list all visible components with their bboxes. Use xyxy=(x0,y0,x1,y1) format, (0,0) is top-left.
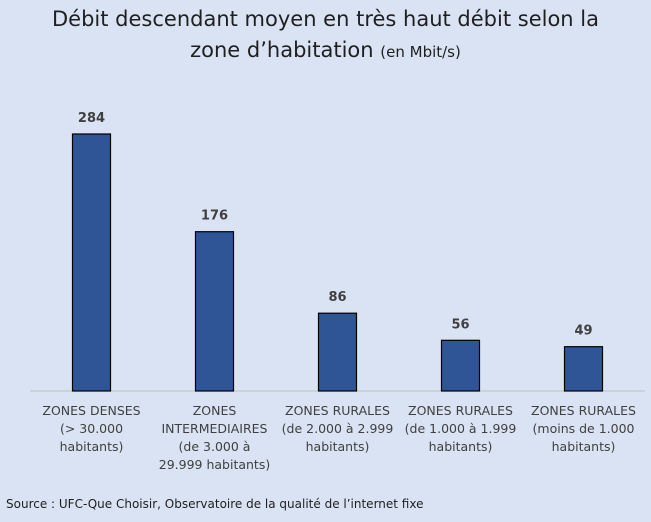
chart-title-line2: zone d’habitation (en Mbit/s) xyxy=(0,35,651,68)
category-label-0: ZONES DENSES (> 30.000 habitants) xyxy=(42,403,141,454)
source-note: Source : UFC-Que Choisir, Observatoire d… xyxy=(6,497,424,511)
category-label-1: ZONES INTERMEDIAIRES (de 3.000 à 29.999 … xyxy=(158,403,271,472)
data-label-4: 49 xyxy=(574,324,592,339)
chart-title-line1: Débit descendant moyen en très haut débi… xyxy=(52,7,599,31)
chart-title: Débit descendant moyen en très haut débi… xyxy=(0,4,651,68)
bar-4 xyxy=(563,346,604,392)
data-label-1: 176 xyxy=(201,209,228,224)
bar-0 xyxy=(71,133,112,392)
category-label-4: ZONES RURALES (moins de 1.000 habitants) xyxy=(531,403,636,454)
chart-title-zone: zone d’habitation xyxy=(190,38,374,62)
data-label-2: 86 xyxy=(328,290,346,305)
bar-1 xyxy=(194,231,235,392)
bar-2 xyxy=(317,312,358,392)
data-label-0: 284 xyxy=(78,111,105,126)
category-label-3: ZONES RURALES (de 1.000 à 1.999 habitant… xyxy=(404,403,517,454)
data-label-3: 56 xyxy=(451,317,469,332)
chart-title-unit: (en Mbit/s) xyxy=(380,43,461,61)
bar-3 xyxy=(440,339,481,392)
category-label-2: ZONES RURALES (de 2.000 à 2.999 habitant… xyxy=(281,403,394,454)
